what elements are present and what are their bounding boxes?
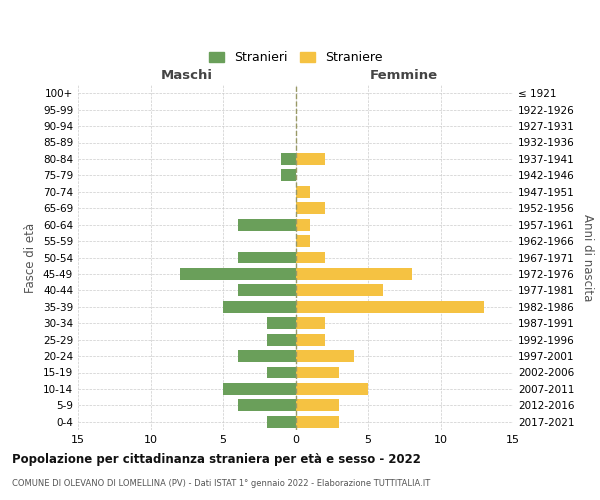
Bar bbox=[296, 366, 339, 378]
Text: COMUNE DI OLEVANO DI LOMELLINA (PV) - Dati ISTAT 1° gennaio 2022 - Elaborazione : COMUNE DI OLEVANO DI LOMELLINA (PV) - Da… bbox=[12, 479, 430, 488]
Text: Femmine: Femmine bbox=[370, 68, 439, 82]
Bar bbox=[296, 383, 368, 395]
Bar bbox=[296, 235, 310, 247]
Bar bbox=[296, 416, 339, 428]
Y-axis label: Fasce di età: Fasce di età bbox=[25, 222, 37, 292]
Bar bbox=[281, 170, 296, 181]
Bar bbox=[223, 383, 296, 395]
Bar bbox=[238, 252, 296, 264]
Bar bbox=[266, 334, 296, 345]
Text: Popolazione per cittadinanza straniera per età e sesso - 2022: Popolazione per cittadinanza straniera p… bbox=[12, 452, 421, 466]
Bar bbox=[296, 252, 325, 264]
Text: Maschi: Maschi bbox=[161, 68, 213, 82]
Bar bbox=[296, 268, 412, 280]
Bar bbox=[266, 366, 296, 378]
Bar bbox=[266, 416, 296, 428]
Bar bbox=[266, 318, 296, 329]
Bar bbox=[238, 400, 296, 411]
Bar bbox=[296, 284, 383, 296]
Bar bbox=[296, 334, 325, 345]
Bar bbox=[238, 350, 296, 362]
Y-axis label: Anni di nascita: Anni di nascita bbox=[581, 214, 594, 301]
Bar bbox=[238, 284, 296, 296]
Bar bbox=[296, 202, 325, 214]
Bar bbox=[179, 268, 296, 280]
Bar bbox=[296, 400, 339, 411]
Bar bbox=[281, 153, 296, 165]
Bar bbox=[238, 218, 296, 230]
Bar bbox=[296, 318, 325, 329]
Bar bbox=[296, 301, 484, 312]
Bar bbox=[296, 350, 353, 362]
Bar bbox=[296, 186, 310, 198]
Bar bbox=[296, 218, 310, 230]
Bar bbox=[296, 153, 325, 165]
Bar bbox=[223, 301, 296, 312]
Legend: Stranieri, Straniere: Stranieri, Straniere bbox=[204, 46, 387, 70]
